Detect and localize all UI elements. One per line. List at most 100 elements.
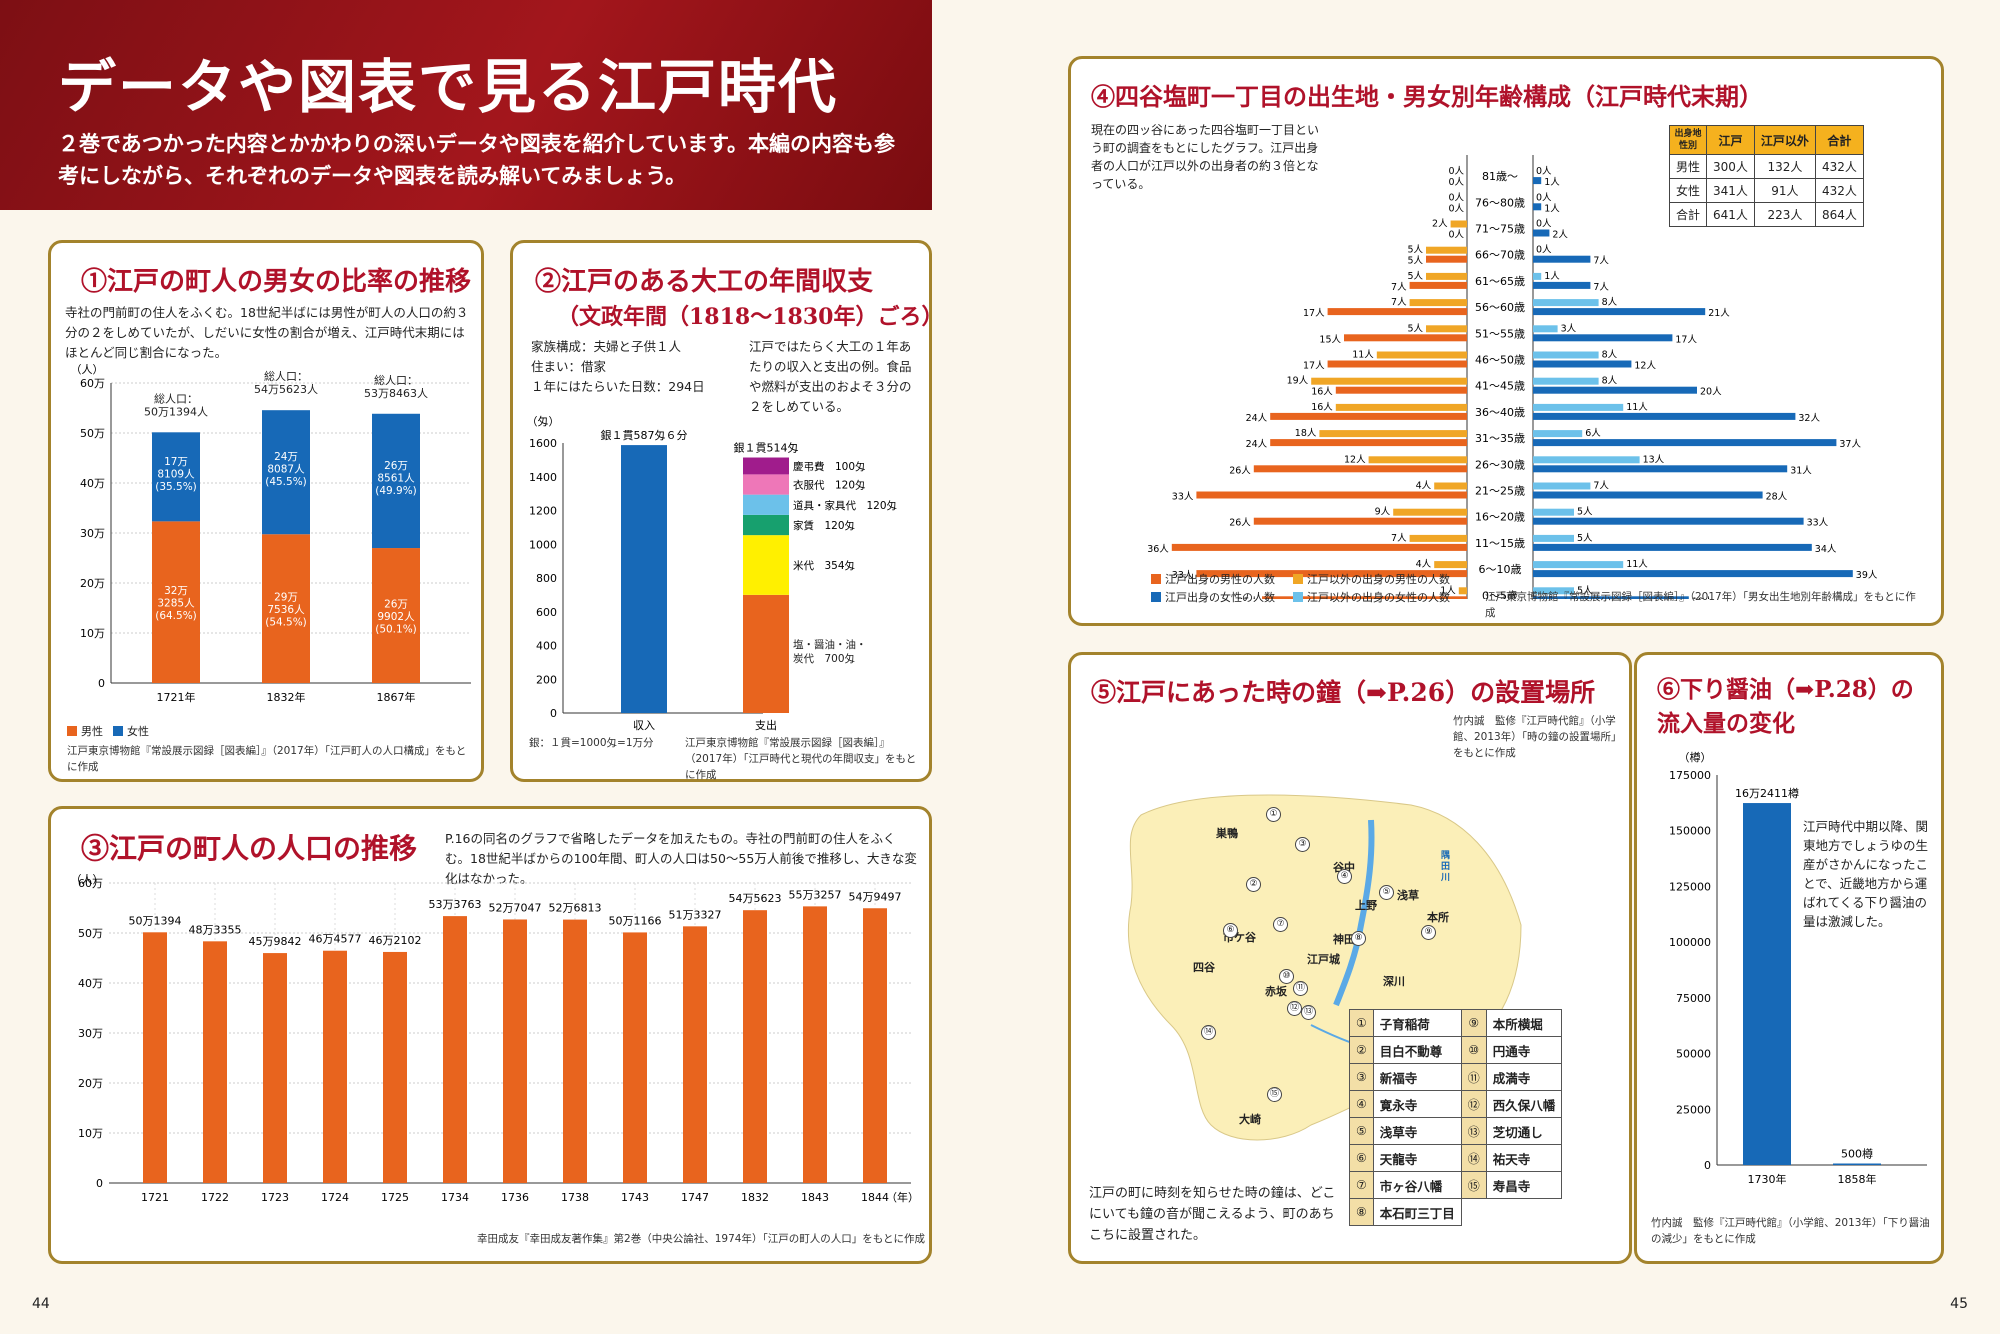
- legend-text: 江戸出身の男性の人数: [1165, 573, 1275, 586]
- x-tick-label: 1723: [261, 1191, 289, 1204]
- bell-marker-3: ③: [1295, 837, 1310, 852]
- total-label: 総人口：: [154, 391, 198, 405]
- bell-name: 天龍寺: [1372, 1144, 1462, 1172]
- bar-female-other: [1533, 377, 1599, 385]
- panel4-source: 江戸東京博物館『常設展示図録［図表編］』（2017年）「男女出生地別年齢構成」を…: [1485, 591, 1916, 619]
- swatch: [1293, 574, 1303, 584]
- bar-male-edo: [1426, 255, 1467, 263]
- y-tick-label: 50000: [1676, 1048, 1711, 1061]
- bar-value-label: 19人: [1287, 376, 1309, 387]
- bar-value-label: 17人: [1303, 308, 1325, 319]
- bar-female-other: [1533, 587, 1574, 595]
- bell-marker-15: ⑮: [1267, 1087, 1282, 1102]
- bar-value-label: 1人: [1544, 177, 1560, 188]
- place-kanda: 神田: [1333, 933, 1355, 946]
- row-total: 合計: [1668, 202, 1708, 227]
- bar-female-edo: [1533, 543, 1812, 551]
- legend-text: 江戸以外の出身の男性の人数: [1307, 573, 1450, 586]
- expense-label: 慶弔費 100匁: [793, 460, 866, 473]
- panel6-title: ⑥下り醤油（➡P.28）の流入量の変化: [1657, 676, 1914, 737]
- age-label: 76〜80歳: [1475, 196, 1525, 209]
- age-label: 46〜50歳: [1475, 354, 1525, 367]
- bar-female-other: [1533, 456, 1640, 464]
- female-label: 17万: [164, 456, 188, 468]
- bell-num: ⑬: [1460, 1117, 1487, 1145]
- bar-expense-segment: [743, 514, 789, 536]
- bar-value-label: 0人: [1448, 177, 1464, 188]
- panel5-desc: 江戸の町に時刻を知らせた時の鐘は、どこにいても鐘の音が聞こえるよう、町のあちこち…: [1089, 1186, 1336, 1243]
- panel5-credit: 竹内誠 監修『江戸時代館』（小学館、2013年）「時の鐘の設置場所」をもとに作成: [1453, 715, 1622, 759]
- bar-value-label: 0人: [1536, 219, 1552, 230]
- y-tick-label: 600: [536, 606, 557, 619]
- bar-value-label: 24人: [1246, 413, 1268, 424]
- female-label: 8087人: [267, 464, 305, 476]
- p4-legend-4: 江戸以外の出身の女性の人数: [1293, 589, 1450, 605]
- bar-male-other: [1434, 482, 1467, 490]
- bar-value-label: 52万7047: [489, 901, 542, 914]
- panel4-table: 出身地 性別 江戸 江戸以外 合計 男性 300人 132人 432人 女性 34…: [1668, 125, 1864, 227]
- bell-name: 本石町三丁目: [1372, 1198, 1462, 1226]
- panel-male-female-ratio: ①江戸の町人の男女の比率の推移 寺社の門前町の住人をふくむ。18世紀半ばには男性…: [48, 240, 484, 782]
- bar-female: [262, 410, 310, 535]
- male-label: 32万: [164, 585, 188, 597]
- bar-value-label: 8人: [1602, 350, 1618, 361]
- cell: 300人: [1706, 154, 1755, 179]
- bell-name: 新福寺: [1372, 1063, 1462, 1091]
- bar-value-label: 26人: [1229, 465, 1251, 476]
- bell-list: ① 子育稲荷 ⑨ 本所横堀 ② 目白不動尊 ⑩ 円通寺 ③ 新福寺 ⑪ 成満寺 ④ 寛永寺 ⑫ 西久保八…: [1349, 1009, 1563, 1226]
- bar-female-other: [1533, 299, 1599, 307]
- bell-marker-9: ⑨: [1421, 925, 1436, 940]
- bar-value-label: 6人: [1585, 428, 1601, 439]
- bar-value-label: 28人: [1766, 492, 1788, 503]
- y-tick-label: 60万: [78, 877, 103, 890]
- bar-value-label: 5人: [1577, 507, 1593, 518]
- panel6-desc: 江戸時代中期以降、関東地方でしょうゆの生産がさかんになったことで、近畿地方から運…: [1803, 817, 1939, 931]
- bar-value-label: 25人: [1237, 596, 1259, 599]
- x-tick-label: 1738: [561, 1191, 589, 1204]
- bar-value-label: 2人: [1432, 219, 1448, 230]
- expense-label: 炭代 700匁: [793, 652, 856, 665]
- bell-marker-14: ⑭: [1201, 1025, 1216, 1040]
- age-label: 71〜75歳: [1475, 223, 1525, 236]
- bar-value-label: 19人: [1692, 596, 1714, 599]
- place-osaki: 大崎: [1239, 1113, 1261, 1126]
- bar-value-label: 16人: [1311, 387, 1333, 398]
- y-unit: （人）: [71, 873, 104, 886]
- bar-value-label: 45万9842: [249, 935, 302, 948]
- bar-value-label: 52万6813: [549, 902, 602, 915]
- x-tick-label: 1843: [801, 1191, 829, 1204]
- y-tick-label: 40万: [80, 477, 105, 490]
- bar-value-label: 500樽: [1841, 1147, 1873, 1161]
- bar-female-other: [1533, 534, 1574, 542]
- bar-population: [143, 932, 167, 1183]
- bar-value-label: 7人: [1391, 282, 1407, 293]
- p4-legend-1: 江戸出身の男性の人数: [1151, 571, 1275, 587]
- panel1-legend: 男性 女性: [67, 723, 149, 739]
- bar-male-other: [1409, 534, 1467, 542]
- chart-soy-sauce: （樽） 0 25000 50000 75000 100000 125000 150000 175…: [1669, 750, 1927, 1186]
- male-label: 7536人: [267, 604, 305, 616]
- expense-label: 家賃 120匁: [793, 519, 856, 532]
- bar-female: [152, 432, 200, 522]
- bar-value-label: 33人: [1172, 492, 1194, 503]
- bar-value-label: 0人: [1536, 166, 1552, 177]
- place-river: 隅田川: [1441, 851, 1451, 883]
- bar-male-other: [1409, 299, 1467, 307]
- bar-female-edo: [1533, 570, 1853, 578]
- bar-male-other: [1376, 351, 1467, 359]
- swatch: [1151, 592, 1161, 602]
- bar-male-edo: [1196, 491, 1467, 499]
- bar-population: [803, 906, 827, 1183]
- panel1-source: 江戸東京博物館『常設展示図録［図表編］』（2017年）「江戸町人の人口構成」をも…: [67, 745, 467, 773]
- bar-male-edo: [1196, 570, 1467, 578]
- bell-marker-2: ②: [1246, 877, 1261, 892]
- bar-male-other: [1434, 561, 1467, 569]
- bar-male-edo: [1270, 412, 1467, 420]
- bell-name: 円通寺: [1485, 1036, 1563, 1064]
- bar-soy: [1743, 803, 1791, 1165]
- panel4-title: ④四谷塩町一丁目の出生地・男女別年齢構成（江戸時代末期）: [1091, 82, 1763, 111]
- x-tick-label: 支出: [755, 718, 777, 732]
- bell-name: 成満寺: [1485, 1063, 1563, 1091]
- bell-num: ⑩: [1460, 1036, 1487, 1064]
- swatch: [1151, 574, 1161, 584]
